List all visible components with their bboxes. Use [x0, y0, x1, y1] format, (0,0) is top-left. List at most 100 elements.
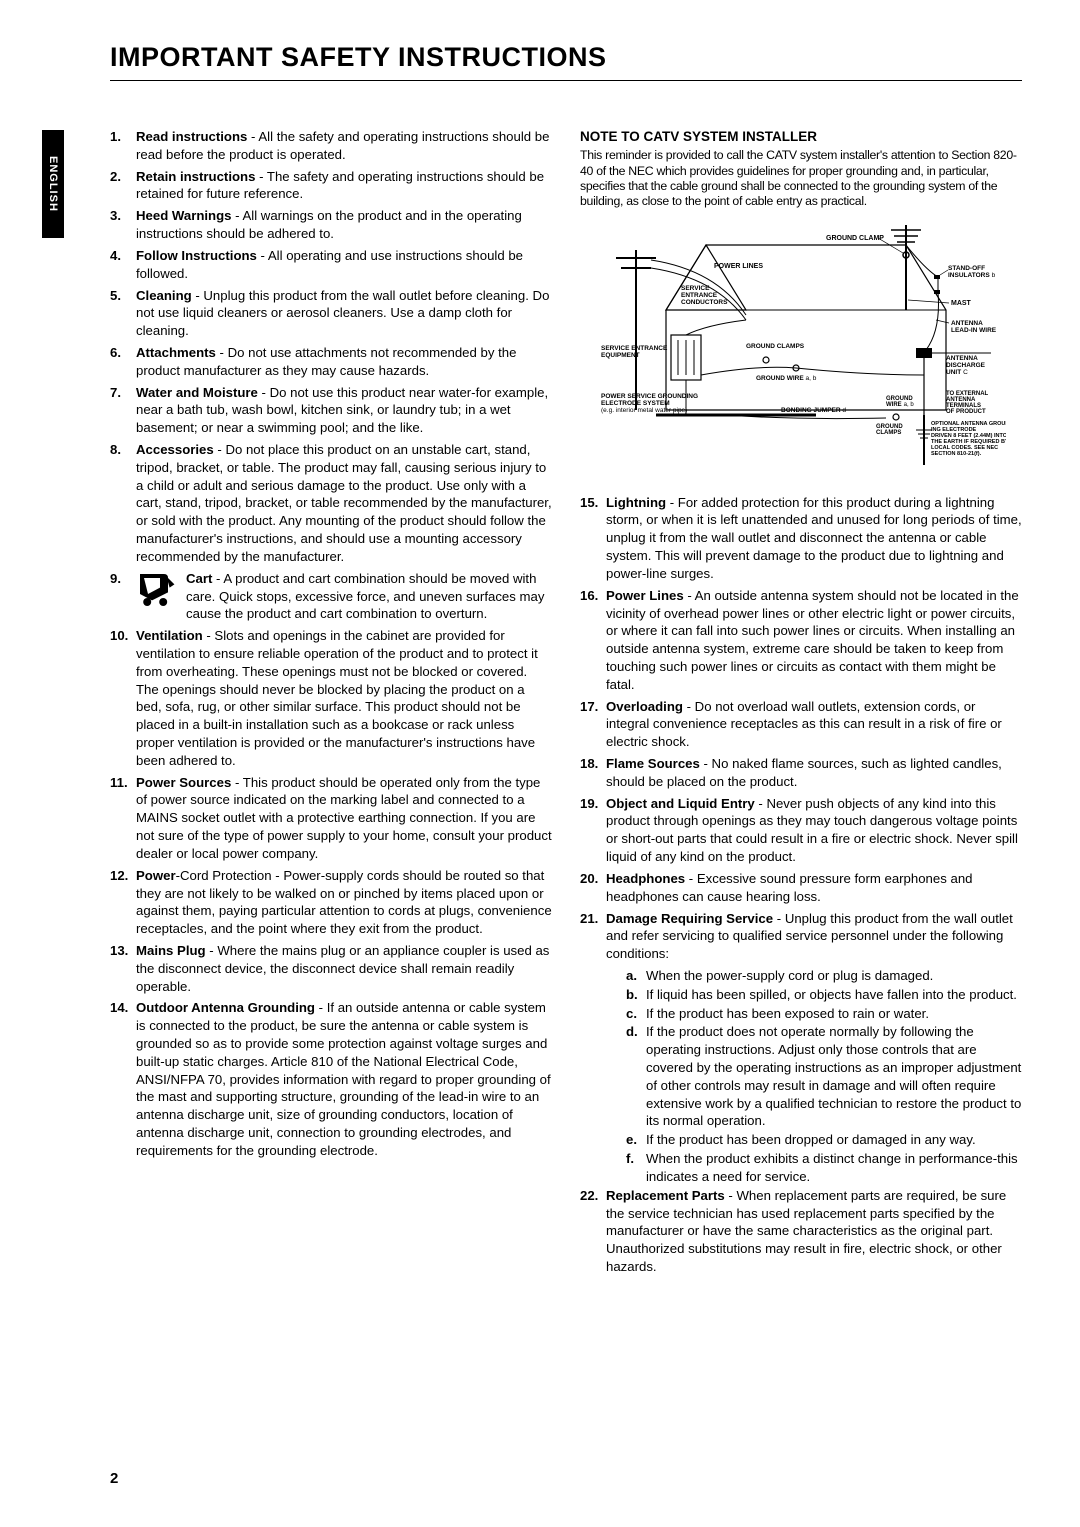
instruction-item: 12.Power-Cord Protection - Power-supply …: [110, 867, 552, 938]
item-number: 2.: [110, 168, 121, 186]
item-title: Cleaning: [136, 288, 192, 303]
item-number: 10.: [110, 627, 128, 645]
sub-letter: d.: [626, 1023, 638, 1041]
label-power-lines: POWER LINES: [714, 263, 763, 270]
item-title: Water and Moisture: [136, 385, 258, 400]
instruction-item: 10.Ventilation - Slots and openings in t…: [110, 627, 552, 770]
instruction-item: 22.Replacement Parts - When replacement …: [580, 1187, 1022, 1276]
instruction-item: 3.Heed Warnings - All warnings on the pr…: [110, 207, 552, 243]
sub-letter: a.: [626, 967, 637, 985]
item-number: 3.: [110, 207, 121, 225]
catv-note-body: This reminder is provided to call the CA…: [580, 148, 1022, 209]
item-body: - If an outside antenna or cable system …: [136, 1000, 551, 1158]
item-number: 9.: [110, 570, 121, 588]
instruction-item: 5. Cleaning - Unplug this product from th…: [110, 287, 552, 340]
label-standoff: STAND-OFFINSULATORSb: [948, 265, 996, 279]
instruction-item: 20.Headphones - Excessive sound pressure…: [580, 870, 1022, 906]
item-body: - For added protection for this product …: [606, 495, 1022, 581]
instruction-item: 1.Read instructions - All the safety and…: [110, 128, 552, 164]
label-optional: OPTIONAL ANTENNA GROUND-ING ELECTRODEDRI…: [931, 421, 1006, 457]
label-mast: MAST: [951, 300, 972, 307]
item-number: 4.: [110, 247, 121, 265]
item-number: 22.: [580, 1187, 598, 1205]
label-ground-clamps2: GROUNDCLAMPS: [876, 424, 903, 436]
instruction-list-left-1: 1.Read instructions - All the safety and…: [110, 128, 552, 566]
instruction-item: 21.Damage Requiring Service - Unplug thi…: [580, 910, 1022, 963]
instruction-item: 15.Lightning - For added protection for …: [580, 494, 1022, 583]
item-title: Read instructions: [136, 129, 247, 144]
instruction-item: 7.Water and Moisture - Do not use this p…: [110, 384, 552, 437]
instruction-list-right: 15.Lightning - For added protection for …: [580, 494, 1022, 963]
label-ground-wire: GROUND WIRE a, b: [756, 375, 817, 382]
item-title: Power Lines: [606, 588, 684, 603]
catv-note-title: NOTE TO CATV SYSTEM INSTALLER: [580, 128, 1022, 146]
item-number: 5.: [110, 287, 121, 305]
sub-letter: f.: [626, 1150, 634, 1168]
instruction-item: 13.Mains Plug - Where the mains plug or …: [110, 942, 552, 995]
item-title: Cart: [186, 571, 212, 586]
item-title: Lightning: [606, 495, 666, 510]
item-number: 6.: [110, 344, 121, 362]
instruction-item: 8.Accessories - Do not place this produc…: [110, 441, 552, 566]
instruction-list-right-2: 22.Replacement Parts - When replacement …: [580, 1187, 1022, 1276]
item-title: Outdoor Antenna Grounding: [136, 1000, 315, 1015]
instruction-item: 18.Flame Sources - No naked flame source…: [580, 755, 1022, 791]
item-title: Accessories: [136, 442, 214, 457]
item-title: Headphones: [606, 871, 685, 886]
item-title: Heed Warnings: [136, 208, 232, 223]
item-number: 20.: [580, 870, 598, 888]
language-tab: ENGLISH: [42, 130, 64, 238]
sub-item: e.If the product has been dropped or dam…: [626, 1131, 1022, 1149]
item-title: Power: [136, 868, 176, 883]
page-number: 2: [110, 1470, 118, 1487]
left-column: 1.Read instructions - All the safety and…: [110, 128, 552, 1280]
sub-letter: b.: [626, 986, 638, 1004]
item-title: Replacement Parts: [606, 1188, 725, 1203]
label-ground-clamps: GROUND CLAMPS: [746, 343, 805, 350]
sub-item: b. If liquid has been spilled, or objects…: [626, 986, 1022, 1004]
instruction-item: 2.Retain instructions - The safety and o…: [110, 168, 552, 204]
sub-body: If the product has been exposed to rain …: [646, 1006, 929, 1021]
instruction-item-9: 9. Cart - A product and cart combination…: [110, 570, 552, 623]
sub-list-21: a. When the power-supply cord or plug is …: [580, 967, 1022, 1186]
item-body: - A product and cart combination should …: [186, 571, 544, 622]
item-number: 21.: [580, 910, 598, 928]
item-body: - Unplug this product from the wall outl…: [136, 288, 549, 339]
label-to-external: TO EXTERNALANTENNATERMINALSOF PRODUCT: [946, 391, 989, 415]
content-area: 1.Read instructions - All the safety and…: [110, 128, 1022, 1280]
item-title: Follow Instructions: [136, 248, 257, 263]
item-title: Mains Plug: [136, 943, 206, 958]
item-title: Damage Requiring Service: [606, 911, 773, 926]
label-power-service: POWER SERVICE GROUNDINGELECTRODE SYSTEM(…: [601, 393, 698, 414]
label-service-equip: SERVICE ENTRANCEEQUIPMENT: [601, 345, 668, 359]
item-number: 17.: [580, 698, 598, 716]
instruction-item: 17.Overloading - Do not overload wall ou…: [580, 698, 1022, 751]
instruction-item: 11.Power Sources - This product should b…: [110, 774, 552, 863]
sub-item: c. If the product has been exposed to rai…: [626, 1005, 1022, 1023]
sub-letter: c.: [626, 1005, 637, 1023]
sub-body: If liquid has been spilled, or objects h…: [646, 987, 1017, 1002]
instruction-item: 4.Follow Instructions - All operating an…: [110, 247, 552, 283]
item-body: - Slots and openings in the cabinet are …: [136, 628, 538, 768]
item-number: 13.: [110, 942, 128, 960]
instruction-list-left-2: 10.Ventilation - Slots and openings in t…: [110, 627, 552, 1160]
sub-item: d.If the product does not operate normal…: [626, 1023, 1022, 1130]
grounding-diagram: GROUND CLAMP POWER LINES STAND-OFFINSULA…: [596, 220, 1006, 480]
instruction-item: 14. Outdoor Antenna Grounding - If an out…: [110, 999, 552, 1159]
sub-body: When the power-supply cord or plug is da…: [646, 968, 933, 983]
item-title: Flame Sources: [606, 756, 700, 771]
item-number: 12.: [110, 867, 128, 885]
item-title: Power Sources: [136, 775, 231, 790]
item-number: 18.: [580, 755, 598, 773]
item-number: 14.: [110, 999, 128, 1017]
sub-item: a. When the power-supply cord or plug is …: [626, 967, 1022, 985]
label-discharge-unit: ANTENNADISCHARGEUNITC: [946, 355, 986, 376]
label-antenna-leadin: ANTENNALEAD-IN WIRE: [951, 320, 997, 334]
cart-tip-icon: [136, 570, 176, 615]
page-heading: IMPORTANT SAFETY INSTRUCTIONS: [110, 42, 607, 73]
item-number: 1.: [110, 128, 121, 146]
item-title: Attachments: [136, 345, 216, 360]
sub-item: f. When the product exhibits a distinct c…: [626, 1150, 1022, 1186]
item-number: 11.: [110, 774, 128, 792]
sub-body: When the product exhibits a distinct cha…: [646, 1151, 1018, 1184]
